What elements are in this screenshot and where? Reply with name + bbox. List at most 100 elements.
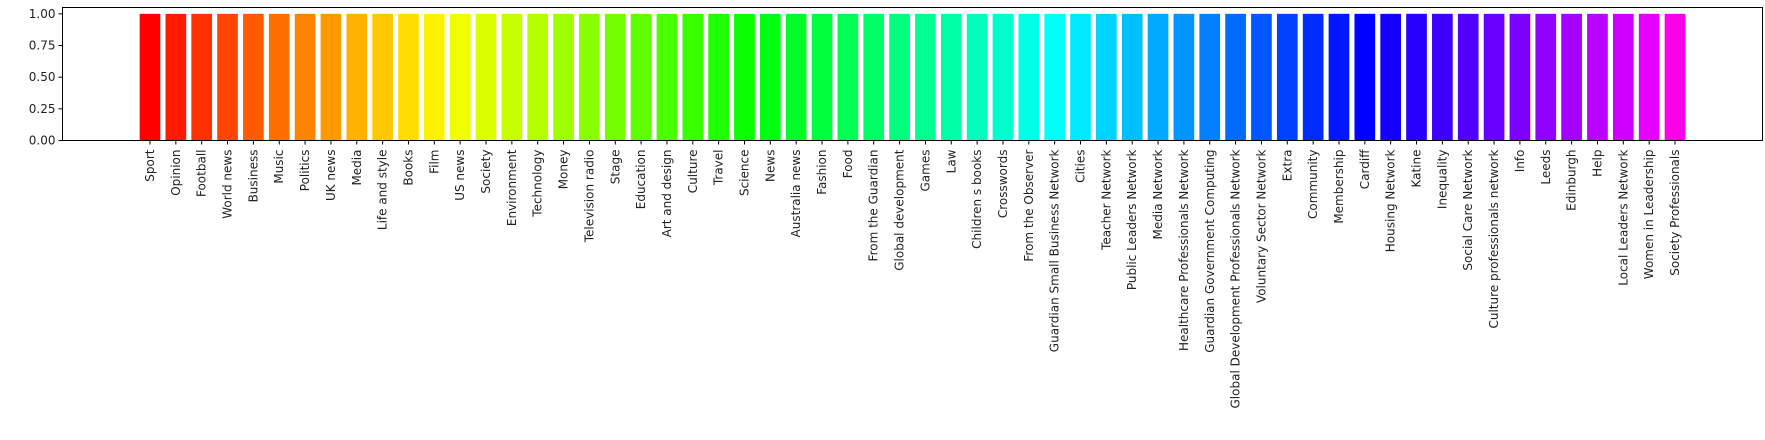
bar-31: [940, 13, 962, 141]
bar-57: [1612, 13, 1634, 141]
x-tick-label: Housing Network: [1384, 149, 1398, 252]
x-tick-label: From the Guardian: [867, 150, 881, 262]
bar-33: [992, 13, 1014, 141]
y-tick-label: 1.00: [29, 7, 56, 21]
bar-15: [527, 13, 549, 141]
bar-41: [1199, 13, 1221, 141]
bar-3: [217, 13, 238, 141]
x-tick-label: Culture professionals network: [1487, 149, 1501, 328]
bar-12: [449, 13, 471, 141]
x-tick-label: Business: [246, 150, 260, 203]
x-tick-label: Society: [479, 150, 493, 194]
x-tick-label: Membership: [1332, 150, 1346, 224]
bar-58: [1638, 13, 1660, 141]
x-tick-label: Edinburgh: [1565, 150, 1579, 211]
y-tick-label: 0.25: [29, 102, 56, 116]
bar-21: [682, 13, 704, 141]
bar-16: [553, 13, 574, 141]
x-tick-label: Games: [918, 150, 932, 192]
x-tick-label: Local Leaders Network: [1616, 149, 1630, 285]
x-tick-label: Opinion: [169, 150, 183, 196]
y-tick-label: 0.75: [29, 39, 56, 53]
x-tick-label: Environment: [505, 149, 519, 226]
x-tick-label: Community: [1306, 150, 1320, 219]
bar-10: [398, 13, 419, 141]
x-tick-label: Sport: [143, 149, 157, 182]
bar-43: [1251, 13, 1272, 141]
x-tick-label: Women in Leadership: [1642, 150, 1656, 280]
x-tick-label: Voluntary Sector Network: [1254, 149, 1268, 303]
x-tick-label: Extra: [1280, 150, 1294, 182]
x-tick-label: Film: [427, 150, 441, 174]
bar-11: [423, 13, 445, 141]
bar-40: [1173, 13, 1195, 141]
x-tick-label: Cities: [1074, 150, 1088, 183]
bar-37: [1096, 13, 1117, 141]
bar-48: [1380, 13, 1402, 141]
y-tick-label: 0.00: [29, 134, 56, 148]
bar-20: [656, 13, 678, 141]
bar-4: [243, 13, 264, 141]
bar-5: [268, 13, 290, 141]
bar-28: [863, 13, 885, 141]
x-tick-label: Guardian Small Business Network: [1048, 149, 1062, 352]
bar-14: [501, 13, 523, 141]
bar-47: [1354, 13, 1376, 141]
bar-53: [1509, 13, 1531, 141]
x-tick-label: News: [763, 150, 777, 182]
x-tick-label: From the Observer: [1022, 149, 1036, 261]
bar-8: [346, 13, 368, 141]
x-tick-label: Education: [634, 150, 648, 210]
x-axis: Sport Opinion Football World news Business Mu…: [143, 140, 1682, 408]
bar-36: [1070, 13, 1091, 141]
bar-23: [734, 13, 755, 141]
x-tick-label: Life and style: [376, 150, 390, 231]
x-tick-label: Crosswords: [996, 150, 1010, 219]
x-tick-label: Fashion: [815, 150, 829, 195]
bar-55: [1561, 13, 1582, 141]
bar-27: [837, 13, 859, 141]
bar-42: [1225, 13, 1246, 141]
bar-18: [604, 13, 626, 141]
bars-group: [139, 13, 1686, 141]
x-tick-label: Leeds: [1539, 150, 1553, 185]
bar-7: [320, 13, 342, 141]
x-tick-label: Television radio: [582, 150, 596, 244]
x-tick-label: Media: [350, 150, 364, 186]
bar-54: [1535, 13, 1557, 141]
bar-25: [785, 13, 807, 141]
x-tick-label: Politics: [298, 150, 312, 192]
x-tick-label: Science: [737, 150, 751, 197]
x-tick-label: Technology: [531, 150, 545, 218]
bar-30: [915, 13, 936, 141]
bar-38: [1121, 13, 1143, 141]
bar-17: [579, 13, 600, 141]
x-tick-label: Global development: [893, 149, 907, 271]
x-tick-label: Info: [1513, 150, 1527, 173]
x-tick-label: Children s books: [970, 150, 984, 249]
x-tick-label: Cardiff: [1358, 149, 1372, 189]
x-tick-label: Art and design: [660, 150, 674, 238]
y-axis: 0.00 0.25 0.50 0.75 1.00: [29, 7, 63, 148]
x-tick-label: Travel: [712, 150, 726, 187]
x-tick-label: Katine: [1410, 150, 1424, 188]
x-tick-label: Stage: [608, 150, 622, 185]
bar-45: [1302, 13, 1324, 141]
bar-44: [1276, 13, 1298, 141]
bar-39: [1147, 13, 1169, 141]
x-tick-label: Public Leaders Network: [1125, 149, 1139, 290]
x-tick-label: Society Professionals: [1668, 150, 1682, 276]
x-tick-label: Media Network: [1151, 149, 1165, 239]
bar-34: [1018, 13, 1040, 141]
bar-9: [372, 13, 393, 141]
x-tick-label: Inequality: [1435, 150, 1449, 210]
x-tick-label: Australia news: [789, 150, 803, 238]
bar-32: [966, 13, 988, 141]
plot-frame: [62, 7, 1763, 141]
x-tick-label: Help: [1590, 150, 1604, 177]
x-tick-label: Guardian Government Computing: [1203, 150, 1217, 353]
bar-19: [630, 13, 652, 141]
x-tick-label: Football: [195, 150, 209, 198]
bar-29: [889, 13, 910, 141]
